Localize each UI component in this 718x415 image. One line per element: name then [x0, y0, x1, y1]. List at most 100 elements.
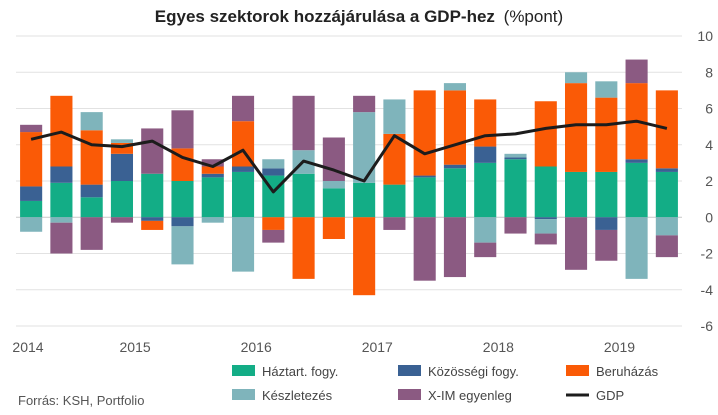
y-tick-label: 0	[705, 209, 713, 225]
bar-inv_stock	[383, 99, 406, 134]
y-tick-label: 4	[705, 137, 713, 153]
y-tick-label: 2	[705, 173, 713, 189]
bar-netx	[20, 124, 43, 133]
bar-netx	[80, 217, 103, 250]
bar-gov	[80, 184, 103, 198]
bar-gov	[201, 173, 224, 178]
bar-inv	[443, 90, 467, 165]
bar-gov	[625, 159, 648, 163]
bar-hh	[353, 182, 376, 218]
bar-gov	[20, 186, 43, 201]
chart-title-main: Egyes szektorok hozzájárulása a GDP-hez	[155, 7, 495, 26]
bar-hh	[171, 181, 194, 218]
legend-label-inv: Beruházás	[596, 364, 659, 379]
legend-swatch-inv_stock	[232, 389, 255, 400]
bar-inv	[171, 148, 194, 181]
legend-item-inv: Beruházás	[566, 364, 659, 379]
bar-netx	[443, 217, 467, 278]
chart-title-unit: (%pont)	[504, 7, 564, 26]
x-tick-label: 2019	[604, 339, 635, 355]
bar-inv	[20, 132, 43, 187]
bar-hh	[231, 171, 255, 218]
y-tick-label: -4	[701, 282, 714, 298]
x-axis-ticks: 2014 2015 2016 2017 2018 2019	[12, 339, 635, 355]
bar-gov	[141, 217, 164, 221]
bar-inv_stock	[262, 159, 285, 169]
bar-netx	[171, 110, 194, 149]
bar-inv_stock	[171, 226, 194, 265]
bar-inv_stock	[504, 153, 527, 158]
bar-netx	[50, 222, 73, 254]
bar-inv_stock	[353, 112, 376, 183]
bar-inv_stock	[595, 81, 618, 98]
bar-inv_stock	[322, 181, 345, 189]
bar-hh	[110, 181, 134, 218]
source-note: Forrás: KSH, Portfolio	[18, 393, 144, 408]
bar-inv	[110, 142, 134, 154]
chart-title: Egyes szektorok hozzájárulása a GDP-hez …	[155, 7, 563, 26]
bar-inv	[564, 83, 588, 172]
legend-item-gdp: GDP	[566, 388, 624, 403]
bar-gov	[474, 146, 497, 163]
legend-item-gov: Közösségi fogy.	[398, 364, 519, 379]
gdp-line-series	[30, 119, 668, 194]
bar-netx	[504, 217, 527, 234]
bar-hh	[80, 197, 103, 218]
bar-gov	[413, 175, 436, 178]
bar-netx	[110, 217, 134, 223]
legend-label-gov: Közösségi fogy.	[428, 364, 519, 379]
legend: Háztart. fogy. Közösségi fogy. Beruházás Ké…	[232, 364, 659, 403]
y-tick-label: 6	[705, 101, 713, 117]
bar-inv_stock	[20, 217, 43, 232]
bar-gov	[171, 217, 194, 227]
legend-item-hh: Háztart. fogy.	[232, 364, 338, 379]
bar-inv_stock	[80, 112, 103, 131]
bar-hh	[201, 177, 224, 218]
bar-inv_stock	[564, 72, 588, 84]
bar-gov	[110, 153, 134, 181]
bar-hh	[20, 200, 43, 218]
bar-netx	[625, 59, 648, 84]
bar-gov	[50, 166, 73, 183]
bar-gov	[262, 168, 285, 176]
y-axis-ticks: -6 -4 -2 0 2 4 6 8 10	[697, 28, 713, 334]
bar-inv_stock	[443, 83, 467, 91]
bar-netx	[322, 137, 345, 181]
bar-hh	[292, 173, 315, 218]
bar-hh	[443, 168, 467, 218]
bar-netx	[534, 233, 557, 245]
bar-hh	[474, 162, 497, 218]
bar-hh	[625, 162, 648, 218]
legend-item-inv_stock: Készletezés	[232, 388, 333, 403]
legend-label-gdp: GDP	[596, 388, 624, 403]
bar-hh	[595, 171, 618, 218]
legend-swatch-hh	[232, 365, 255, 376]
bar-inv	[534, 101, 557, 167]
bar-inv	[413, 90, 436, 176]
bar-netx	[655, 235, 678, 258]
bar-inv	[141, 220, 164, 230]
bar-inv	[655, 90, 678, 169]
bar-netx	[474, 242, 497, 258]
bar-hh	[564, 171, 588, 218]
gdp-line	[30, 119, 668, 194]
bar-gov	[655, 168, 678, 172]
bar-gov	[595, 217, 618, 230]
legend-label-netx: X-IM egyenleg	[428, 388, 512, 403]
bar-hh	[534, 166, 557, 218]
bar-inv_stock	[625, 217, 648, 279]
x-tick-label: 2017	[362, 339, 393, 355]
legend-swatch-netx	[398, 389, 421, 400]
x-tick-label: 2015	[120, 339, 151, 355]
bar-hh	[50, 182, 73, 218]
legend-item-netx: X-IM egyenleg	[398, 388, 512, 403]
bar-netx	[353, 95, 376, 113]
bar-inv	[292, 217, 315, 279]
bar-netx	[383, 217, 406, 230]
bar-hh	[141, 173, 164, 218]
bar-hh	[383, 184, 406, 218]
bar-hh	[413, 177, 436, 218]
bar-gov	[443, 164, 467, 169]
x-tick-label: 2016	[241, 339, 272, 355]
bar-inv_stock	[534, 219, 557, 234]
